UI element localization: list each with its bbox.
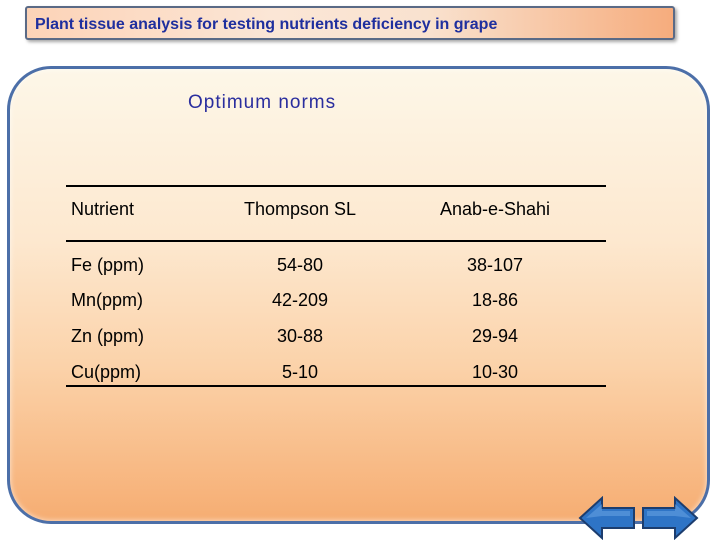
table-cell-nutrient: Cu(ppm) — [71, 362, 142, 382]
table-cell-thompson: 42-209 — [271, 290, 329, 310]
table-top-rule — [66, 185, 606, 187]
table-cell-nutrient: Zn (ppm) — [71, 326, 145, 346]
table-cell-anab: 29-94 — [471, 326, 519, 346]
table-cell-nutrient: Mn(ppm) — [71, 290, 144, 310]
table-cell-thompson: 30-88 — [276, 326, 324, 346]
back-button[interactable] — [578, 495, 636, 541]
table-cell-anab: 10-30 — [471, 362, 519, 382]
right-arrow-icon — [642, 495, 699, 541]
table-cell-nutrient: Fe (ppm) — [71, 255, 145, 275]
title-bar: Plant tissue analysis for testing nutrie… — [25, 6, 675, 40]
slide-title: Plant tissue analysis for testing nutrie… — [35, 16, 498, 33]
table-bottom-rule — [66, 385, 606, 387]
table-cell-thompson: 5-10 — [281, 362, 319, 382]
table-header-rule — [66, 240, 606, 242]
table-cell-thompson: 54-80 — [276, 255, 324, 275]
section-subtitle: Optimum norms — [188, 92, 337, 113]
table-header-nutrient: Nutrient — [71, 199, 135, 219]
table-header-thompson: Thompson SL — [243, 199, 357, 219]
table-cell-anab: 38-107 — [466, 255, 524, 275]
table-cell-anab: 18-86 — [471, 290, 519, 310]
content-panel — [7, 66, 710, 524]
left-arrow-icon — [578, 495, 635, 541]
forward-button[interactable] — [641, 495, 699, 541]
table-header-anab: Anab-e-Shahi — [439, 199, 551, 219]
